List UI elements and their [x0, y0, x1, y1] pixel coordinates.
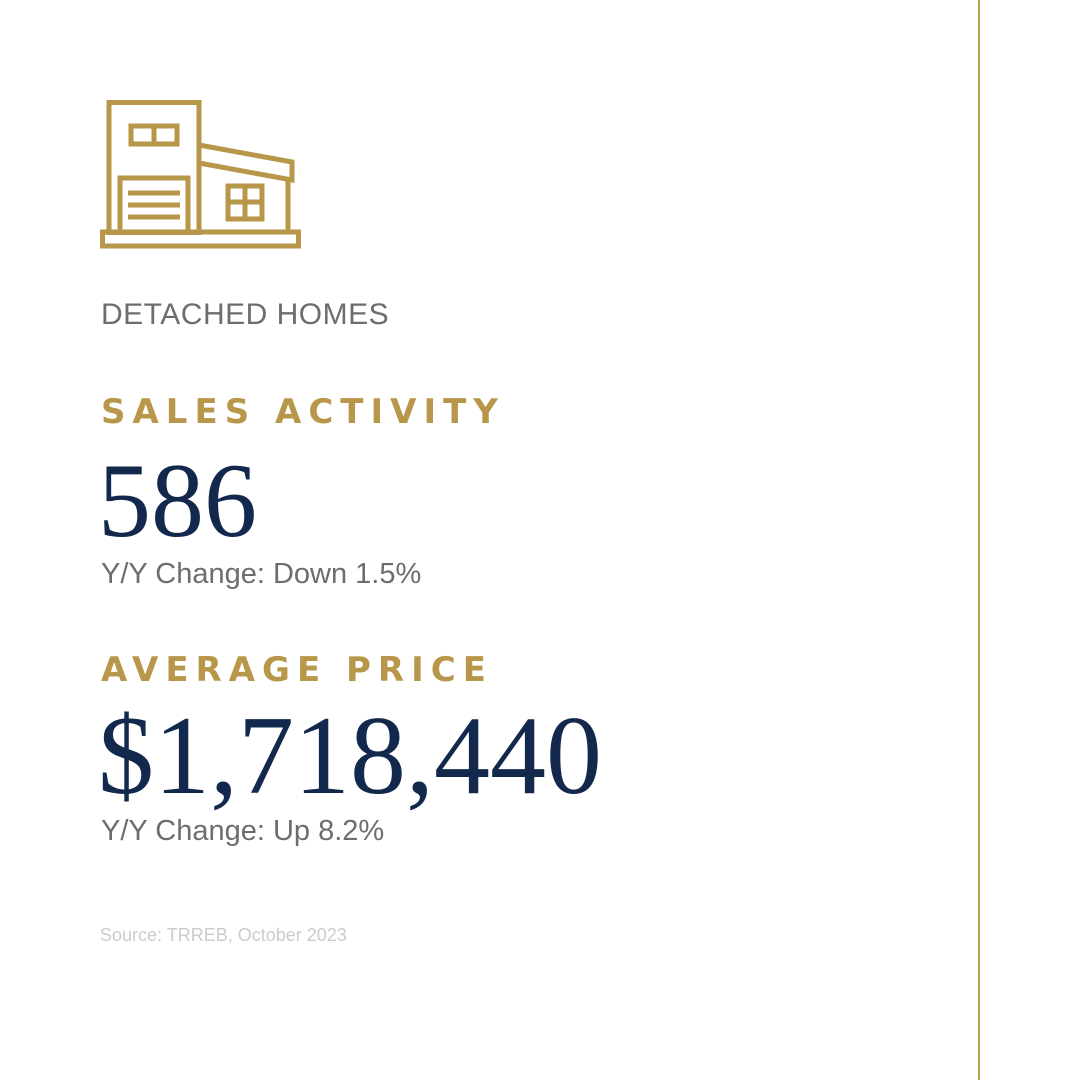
- source-note: Source: TRREB, October 2023: [100, 925, 347, 945]
- sales-activity-heading: SALES ACTIVITY: [101, 392, 505, 432]
- price-yy-change: Y/Y Change: Up 8.2%: [101, 815, 385, 847]
- vertical-divider: [978, 0, 980, 1080]
- average-price-value: $1,718,440: [98, 694, 602, 818]
- detached-house-icon: [100, 100, 301, 249]
- sales-yy-change: Y/Y Change: Down 1.5%: [101, 558, 422, 590]
- average-price-heading: AVERAGE PRICE: [101, 650, 493, 690]
- property-category: DETACHED HOMES: [101, 298, 390, 331]
- sales-activity-value: 586: [98, 442, 257, 559]
